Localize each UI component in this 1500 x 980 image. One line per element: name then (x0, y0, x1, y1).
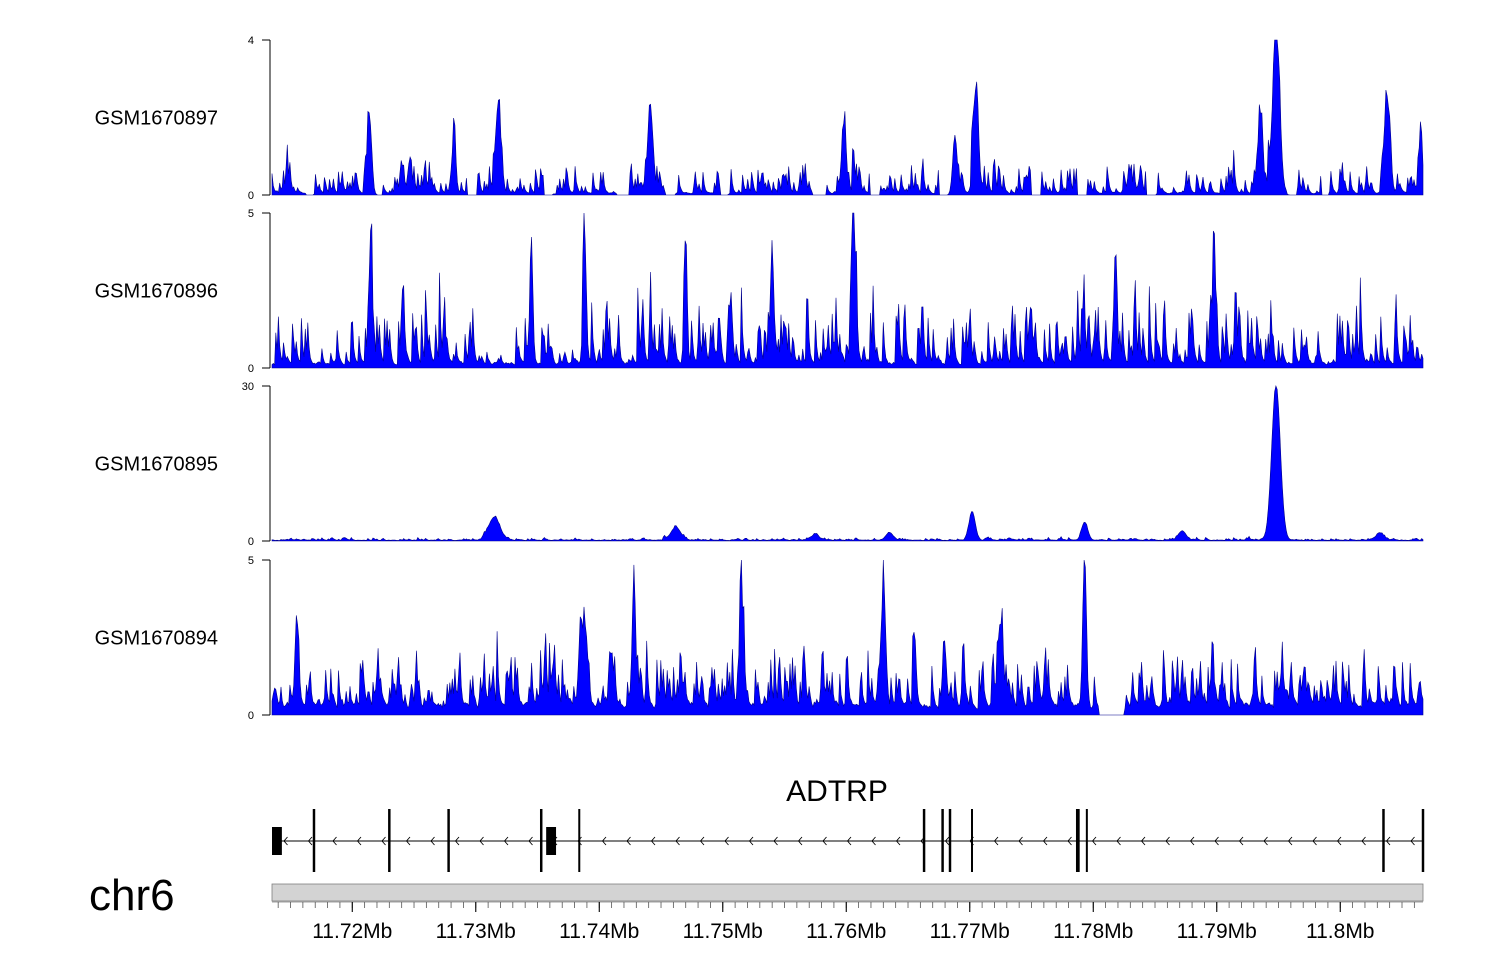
x-tick-label: 11.79Mb (1177, 920, 1257, 943)
strand-arrow (699, 836, 705, 846)
track-GSM1670897: GSM1670897 0 4 (95, 35, 1424, 202)
x-tick-label: 11.73Mb (436, 920, 516, 943)
y-tick-label: 0 (248, 710, 254, 722)
exon (312, 809, 316, 872)
data-tracks: GSM167089704GSM167089605GSM1670895030GSM… (95, 35, 1424, 722)
strand-arrow (1116, 836, 1121, 846)
gene-label: ADTRP (786, 775, 888, 808)
strand-arrow (993, 836, 999, 846)
strand-arrow (381, 836, 386, 846)
exon (578, 809, 581, 872)
track-label: GSM1670897 (95, 108, 218, 130)
track-label: GSM1670895 (95, 454, 218, 476)
strand-arrow (1018, 836, 1023, 846)
gene-model (272, 809, 1425, 872)
x-tick-label: 11.72Mb (312, 920, 392, 943)
strand-arrow (1312, 836, 1317, 846)
track-label: GSM1670894 (95, 628, 218, 650)
strand-arrow (650, 836, 656, 846)
strand-arrow (871, 836, 876, 846)
strand-arrow (1042, 836, 1048, 846)
strand-arrow (503, 836, 509, 846)
exon-utr (272, 827, 282, 855)
exon (539, 809, 543, 872)
strand-arrow (1263, 836, 1268, 846)
strand-arrow (822, 836, 827, 846)
x-tick-label: 11.8Mb (1306, 920, 1375, 943)
strand-arrow (1165, 836, 1170, 846)
chromosome-bar (271, 883, 1424, 902)
exon (970, 809, 973, 872)
strand-arrow (1336, 836, 1342, 846)
strand-arrow (1410, 836, 1415, 846)
track-GSM1670895: GSM1670895 0 30 (95, 381, 1424, 548)
exon (447, 809, 450, 872)
x-axis: 11.72Mb 11.73Mb 11.74Mb 11.75Mb 11.76Mb 11.77… (272, 901, 1423, 943)
strand-arrow (1385, 836, 1391, 846)
strand-arrow (846, 836, 852, 846)
signal-area (271, 212, 1424, 369)
y-tick-label: 5 (248, 555, 254, 567)
x-tick-label: 11.78Mb (1053, 920, 1133, 943)
strand-arrow (1287, 836, 1293, 846)
exon (948, 809, 952, 872)
strand-arrow (405, 836, 411, 846)
track-GSM1670896: GSM1670896 0 5 (95, 208, 1424, 375)
strand-arrow (797, 836, 803, 846)
strand-arrow (748, 836, 754, 846)
exon (1075, 809, 1080, 872)
y-tick-label: 30 (242, 381, 254, 393)
exon (922, 809, 926, 872)
strand-arrow (307, 836, 313, 846)
y-tick-label: 0 (248, 363, 254, 375)
strand-arrow (1361, 836, 1366, 846)
strand-arrow (626, 836, 631, 846)
exon (1085, 809, 1088, 872)
track-GSM1670894: GSM1670894 0 5 (95, 555, 1424, 722)
y-tick-label: 5 (248, 208, 254, 220)
x-tick-label: 11.74Mb (559, 920, 639, 943)
x-tick-label: 11.76Mb (806, 920, 886, 943)
exon (1421, 809, 1425, 872)
signal-area (271, 559, 1424, 716)
strand-arrow (479, 836, 484, 846)
track-label: GSM1670896 (95, 281, 218, 303)
signal-area (271, 384, 1424, 542)
strand-arrow (944, 836, 950, 846)
y-tick-label: 0 (248, 536, 254, 548)
strand-arrow (601, 836, 607, 846)
strand-arrow (773, 836, 778, 846)
exon-utr (546, 827, 557, 855)
strand-arrow (356, 836, 362, 846)
strand-arrow (1140, 836, 1146, 846)
gene-track: ADTRP (272, 775, 1425, 872)
strand-arrow (1238, 836, 1244, 846)
x-tick-label: 11.77Mb (930, 920, 1010, 943)
ideogram-axis: chr6 11.72Mb 11.73Mb 11.74Mb 11.75Mb 11.76Mb… (89, 871, 1424, 943)
x-tick-label: 11.75Mb (683, 920, 763, 943)
strand-arrow (332, 836, 337, 846)
chromosome-label: chr6 (89, 871, 175, 920)
y-tick-label: 0 (248, 190, 254, 202)
exon (1382, 809, 1385, 872)
strand-arrow (577, 836, 582, 846)
strand-arrow (1091, 836, 1097, 846)
signal-area (271, 39, 1424, 196)
strand-arrow (1214, 836, 1219, 846)
strand-arrow (1189, 836, 1195, 846)
exon (388, 809, 391, 872)
strand-arrow (675, 836, 680, 846)
exon (941, 809, 944, 872)
strand-arrow (283, 836, 288, 846)
strand-arrow (454, 836, 460, 846)
strand-arrow (895, 836, 901, 846)
strand-arrow (724, 836, 729, 846)
y-tick-label: 4 (248, 35, 254, 47)
strand-arrow (430, 836, 435, 846)
strand-arrow (528, 836, 533, 846)
strand-arrow (1067, 836, 1072, 846)
